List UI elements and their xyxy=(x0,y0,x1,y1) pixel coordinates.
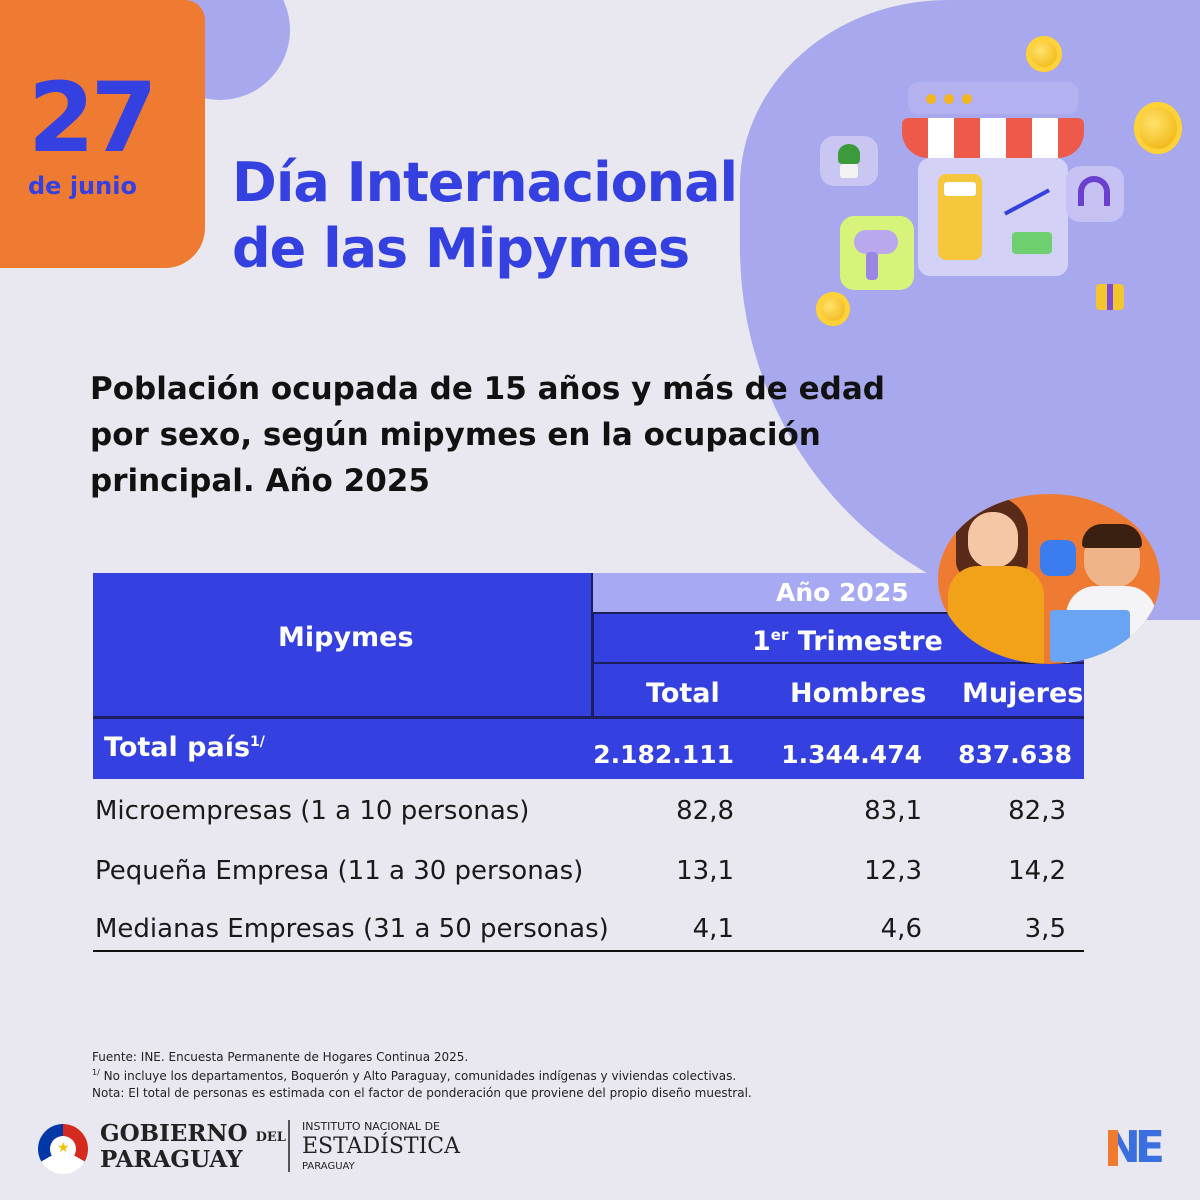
row-value: 13,1 xyxy=(676,856,734,886)
footnote-1: 1/ No incluye los departamentos, Boqueró… xyxy=(92,1068,736,1083)
header-divider xyxy=(593,662,1084,664)
quarter-number: 1 xyxy=(752,626,771,657)
table-bottom-rule xyxy=(93,950,1084,952)
store-icon xyxy=(902,82,1084,276)
ine-line-3: PARAGUAY xyxy=(302,1161,355,1172)
total-row xyxy=(93,716,1084,779)
row-value: 82,8 xyxy=(676,796,734,826)
title-line-1: Día Internacional xyxy=(232,151,738,214)
row-value: 12,3 xyxy=(864,856,922,886)
page-title: Día Internacional de las Mipymes xyxy=(232,150,738,282)
footnote-1-marker: 1/ xyxy=(92,1068,100,1077)
ine-mark-accent xyxy=(1108,1130,1118,1166)
row-value: 83,1 xyxy=(864,796,922,826)
date-block: 27 de junio xyxy=(0,0,205,268)
row-label: Microempresas (1 a 10 personas) xyxy=(95,796,530,826)
gov-del: DEL xyxy=(255,1130,286,1145)
table-title-line-2: por sexo, según mipymes en la ocupación xyxy=(90,417,821,453)
row-value: 82,3 xyxy=(1008,796,1066,826)
row-value: 3,5 xyxy=(1024,914,1066,944)
date-month: de junio xyxy=(28,172,137,200)
date-day: 27 xyxy=(28,62,158,174)
gov-line-2: PARAGUAY xyxy=(100,1146,243,1173)
coin-icon xyxy=(1026,36,1062,72)
table-title-line-3: principal. Año 2025 xyxy=(90,463,430,499)
title-line-2: de las Mipymes xyxy=(232,217,690,280)
header-divider xyxy=(593,612,1084,614)
gov-line-1: GOBIERNO xyxy=(100,1120,248,1147)
column-header-mujeres: Mujeres xyxy=(962,678,1084,709)
ine-logo: NE xyxy=(1104,1124,1165,1172)
logo-divider xyxy=(288,1120,290,1172)
row-value: 4,6 xyxy=(880,914,922,944)
quarter-text: Trimestre xyxy=(797,626,943,657)
people-illustration xyxy=(938,494,1160,664)
plant-icon xyxy=(820,136,878,186)
coin-icon xyxy=(1134,102,1182,154)
source-note: Fuente: INE. Encuesta Permanente de Hoga… xyxy=(92,1050,469,1064)
row-header-cell xyxy=(93,573,594,716)
year-label: Año 2025 xyxy=(776,578,909,607)
total-value-total: 2.182.111 xyxy=(593,740,734,769)
row-value: 14,2 xyxy=(1008,856,1066,886)
coin-icon xyxy=(816,292,850,326)
quarter-label: 1er Trimestre xyxy=(752,626,943,657)
row-value: 4,1 xyxy=(692,914,734,944)
footnote-1-text: No incluye los departamentos, Boquerón y… xyxy=(103,1069,737,1083)
footnote-2: Nota: El total de personas es estimada c… xyxy=(92,1086,752,1100)
column-header-total: Total xyxy=(646,678,720,709)
row-label: Medianas Empresas (31 a 50 personas) xyxy=(95,914,609,944)
total-footnote-marker: 1/ xyxy=(250,734,265,750)
gift-icon xyxy=(1082,268,1138,322)
table-title: Población ocupada de 15 años y más de ed… xyxy=(90,366,950,504)
total-label-text: Total país xyxy=(104,732,251,763)
total-label: Total país1/ xyxy=(104,732,265,763)
headphones-icon xyxy=(1066,166,1124,222)
ine-line-2: ESTADÍSTICA xyxy=(302,1134,460,1159)
total-value-hombres: 1.344.474 xyxy=(781,740,922,769)
hairdryer-icon xyxy=(840,216,914,290)
quarter-superscript: er xyxy=(770,626,789,644)
paraguay-seal-icon: ★ xyxy=(38,1124,88,1174)
row-label: Pequeña Empresa (11 a 30 personas) xyxy=(95,856,584,886)
table-title-line-1: Población ocupada de 15 años y más de ed… xyxy=(90,371,885,407)
total-value-mujeres: 837.638 xyxy=(958,740,1072,769)
row-header-label: Mipymes xyxy=(278,622,414,653)
ine-line-1: INSTITUTO NACIONAL DE xyxy=(302,1120,441,1133)
column-header-hombres: Hombres xyxy=(790,678,927,709)
